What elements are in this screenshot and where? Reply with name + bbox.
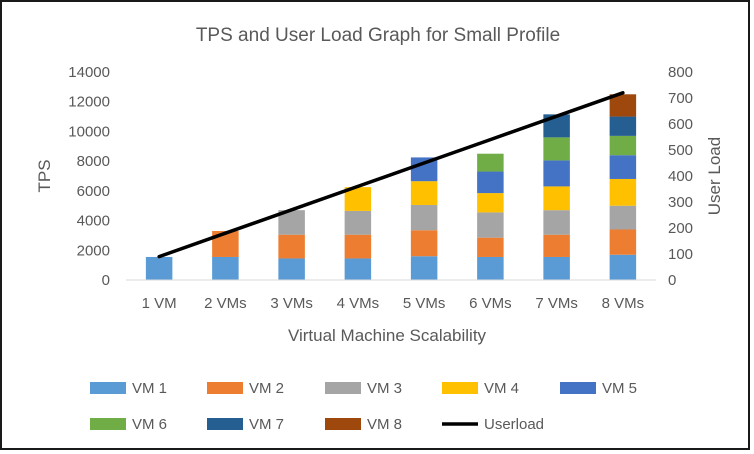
x-axis-ticks: 1 VM 2 VMs 3 VMs 4 VMs 5 VMs 6 VMs 7 VMs 8 VMs — [142, 295, 645, 312]
y-tick-label: 8000 — [77, 153, 110, 170]
bar-vm3-5 — [410, 204, 438, 231]
bar-vm3-8 — [609, 205, 637, 230]
legend-swatch-vm7 — [207, 418, 243, 430]
x-tick-label: 5 VMs — [403, 295, 446, 312]
bar-vm1-4 — [344, 258, 372, 280]
bar-vm3-6 — [477, 212, 504, 238]
y-tick-label: 14000 — [68, 64, 110, 81]
x-tick-label: 1 VM — [142, 295, 177, 312]
y2-axis-title: User Load — [705, 137, 724, 215]
bar-vm7-8 — [609, 116, 637, 136]
bar-vm1-2 — [212, 256, 239, 280]
y2-tick-label: 0 — [668, 272, 676, 289]
y-tick-label: 12000 — [68, 94, 110, 111]
bar-vm4-8 — [609, 178, 637, 206]
bar-vm8-8 — [609, 94, 637, 117]
bar-vm2-6 — [477, 237, 504, 257]
bar-vm4-4 — [344, 187, 372, 211]
bar-vm6-8 — [609, 135, 637, 156]
y2-tick-label: 700 — [668, 90, 693, 107]
legend-label-vm8: VM 8 — [367, 416, 402, 433]
y-tick-label: 6000 — [77, 183, 110, 200]
legend-swatch-vm1 — [90, 382, 126, 394]
y2-tick-label: 100 — [668, 246, 693, 263]
y-tick-label: 10000 — [68, 123, 110, 140]
bar-vm2-3 — [278, 234, 305, 259]
legend-swatch-vm3 — [325, 382, 361, 394]
bar-vm1-1 — [145, 256, 173, 280]
x-tick-label: 6 VMs — [469, 295, 512, 312]
bar-vm5-8 — [609, 155, 637, 179]
bar-vm2-7 — [543, 234, 570, 257]
legend-swatch-vm2 — [207, 382, 243, 394]
bar-vm6-6 — [477, 153, 504, 172]
userload-line — [157, 91, 625, 259]
chart-title: TPS and User Load Graph for Small Profil… — [196, 25, 560, 46]
bar-vm2-4 — [344, 234, 372, 259]
bar-vm4-6 — [477, 193, 504, 213]
legend-swatch-vm5 — [560, 382, 596, 394]
bar-vm1-7 — [543, 256, 570, 280]
bar-vm5-6 — [477, 171, 504, 194]
legend-label-vm3: VM 3 — [367, 380, 402, 397]
userload-series-line — [157, 91, 625, 259]
y-tick-label: 4000 — [77, 213, 110, 230]
bar-vm5-7 — [543, 160, 570, 187]
legend-label-vm2: VM 2 — [249, 380, 284, 397]
legend-label-userload: Userload — [484, 416, 544, 433]
y2-tick-label: 600 — [668, 116, 693, 133]
y2-tick-label: 800 — [668, 64, 693, 81]
bar-vm1-6 — [477, 256, 504, 280]
bar-vm4-5 — [410, 181, 438, 205]
legend-label-vm4: VM 4 — [484, 380, 519, 397]
bar-vm2-5 — [410, 230, 438, 257]
y2-tick-label: 500 — [668, 142, 693, 159]
x-tick-label: 7 VMs — [535, 295, 578, 312]
x-tick-label: 2 VMs — [204, 295, 247, 312]
bar-vm1-3 — [278, 258, 305, 280]
y2-tick-label: 200 — [668, 220, 693, 237]
x-axis-title: Virtual Machine Scalability — [288, 326, 487, 345]
bar-vm3-4 — [344, 210, 372, 235]
bar-vm4-7 — [543, 186, 570, 211]
bar-vm6-7 — [543, 137, 570, 161]
legend-label-vm7: VM 7 — [249, 416, 284, 433]
x-tick-label: 8 VMs — [602, 295, 645, 312]
bar-vm2-8 — [609, 229, 637, 255]
bar-vm1-5 — [410, 256, 438, 280]
legend-label-vm5: VM 5 — [602, 380, 637, 397]
legend-swatch-vm4 — [442, 382, 478, 394]
bar-vm1-8 — [609, 254, 637, 280]
bars — [145, 94, 637, 280]
y-tick-label: 0 — [102, 272, 110, 289]
x-tick-label: 4 VMs — [337, 295, 380, 312]
legend-label-vm6: VM 6 — [132, 416, 167, 433]
legend-swatch-vm6 — [90, 418, 126, 430]
bar-vm5-5 — [410, 157, 438, 182]
y2-axis-ticks: 0 100 200 300 400 500 600 700 800 — [668, 64, 693, 289]
y2-tick-label: 300 — [668, 194, 693, 211]
y-axis-ticks: 0 2000 4000 6000 8000 10000 12000 14000 — [68, 64, 110, 289]
y-tick-label: 2000 — [77, 242, 110, 259]
y2-tick-label: 400 — [668, 168, 693, 185]
x-tick-label: 3 VMs — [270, 295, 313, 312]
legend: VM 1 VM 2 VM 3 VM 4 VM 5 VM 6 VM 7 VM 8 Userload — [90, 380, 637, 433]
chart: TPS and User Load Graph for Small Profil… — [35, 25, 724, 433]
legend-label-vm1: VM 1 — [132, 380, 167, 397]
bar-vm3-7 — [543, 210, 570, 235]
y-axis-title: TPS — [35, 159, 54, 192]
legend-swatch-vm8 — [325, 418, 361, 430]
